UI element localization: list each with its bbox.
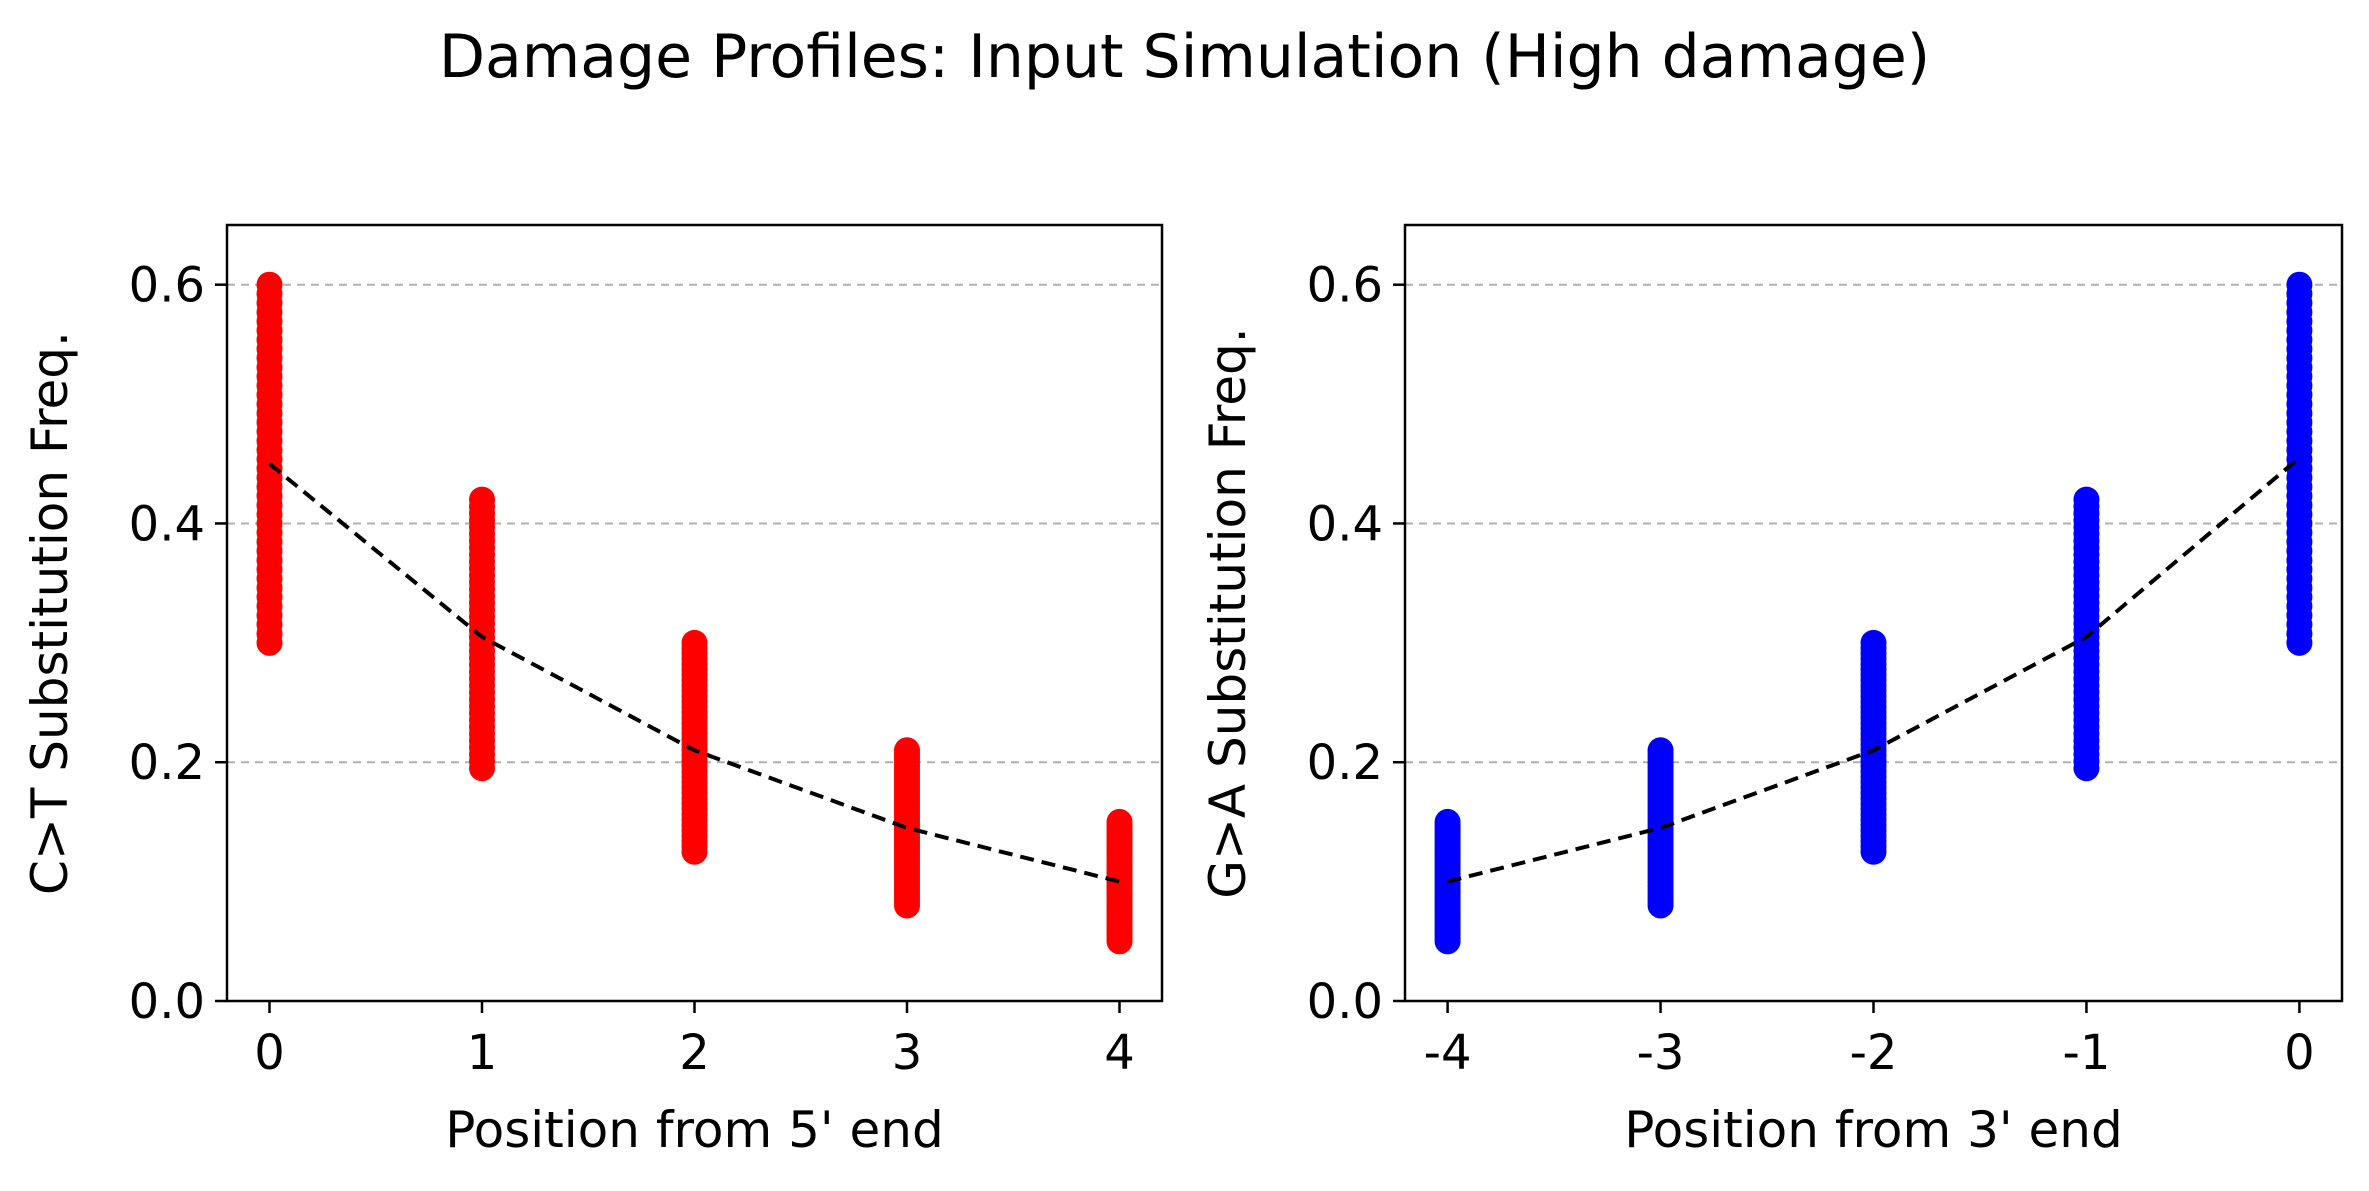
y-tick-label: 0.4 bbox=[1307, 496, 1383, 552]
y-tick-label: 0.2 bbox=[1307, 735, 1383, 791]
x-tick-label: 1 bbox=[467, 1025, 498, 1081]
y-axis-label: C>T Substitution Freq. bbox=[21, 331, 79, 895]
data-point bbox=[2073, 486, 2100, 513]
point-column bbox=[1647, 737, 1674, 919]
point-column bbox=[1860, 629, 1887, 865]
x-tick-label: 4 bbox=[1104, 1025, 1135, 1081]
data-point bbox=[1106, 808, 1133, 835]
data-point bbox=[256, 271, 283, 298]
chart-panel-left: 0 1 2 3 4 0.0 0.2 0.4 0.6 Position from 5' end C>T… bbox=[21, 223, 1164, 1159]
data-point bbox=[894, 737, 920, 764]
point-column bbox=[2286, 271, 2313, 656]
y-tick-label: 0.0 bbox=[129, 974, 205, 1030]
chart-panel-right: -4 -3 -2 -1 0 0.0 0.2 0.4 0.6 Position from 3' en… bbox=[1199, 223, 2344, 1159]
point-column bbox=[256, 271, 283, 656]
axes-frame bbox=[1403, 223, 2344, 1003]
x-tick-label: 3 bbox=[892, 1025, 923, 1081]
y-tick-label: 0.0 bbox=[1307, 974, 1383, 1030]
x-tick-label: 0 bbox=[2284, 1025, 2315, 1081]
point-column bbox=[681, 629, 708, 865]
y-tick-label: 0.4 bbox=[129, 496, 205, 552]
data-point bbox=[681, 629, 708, 656]
x-tick-label: 2 bbox=[679, 1025, 710, 1081]
x-tick-label: -3 bbox=[1637, 1025, 1685, 1081]
y-tick-label: 0.2 bbox=[129, 735, 205, 791]
figure-title: Damage Profiles: Input Simulation (High … bbox=[438, 22, 1931, 92]
x-axis-label: Position from 3' end bbox=[1624, 1101, 2122, 1159]
data-point bbox=[1434, 808, 1461, 835]
data-point bbox=[1647, 737, 1674, 764]
x-tick-label: -1 bbox=[2063, 1025, 2111, 1081]
point-column bbox=[2073, 486, 2100, 782]
point-column bbox=[1106, 808, 1133, 955]
y-tick-label: 0.6 bbox=[129, 258, 205, 314]
mean-line bbox=[1447, 456, 2301, 884]
data-point bbox=[469, 486, 495, 513]
axes-frame bbox=[225, 223, 1164, 1003]
y-axis-label: G>A Substitution Freq. bbox=[1199, 327, 1257, 898]
x-axis-label: Position from 5' end bbox=[445, 1101, 943, 1159]
x-tick-label: -4 bbox=[1424, 1025, 1472, 1081]
data-point bbox=[2286, 271, 2313, 298]
point-column bbox=[894, 737, 920, 919]
y-tick-label: 0.6 bbox=[1307, 258, 1383, 314]
mean-line bbox=[268, 462, 1120, 884]
x-tick-label: -2 bbox=[1850, 1025, 1898, 1081]
x-tick-label: 0 bbox=[254, 1025, 285, 1081]
point-column bbox=[469, 486, 495, 782]
data-point bbox=[1860, 629, 1887, 656]
